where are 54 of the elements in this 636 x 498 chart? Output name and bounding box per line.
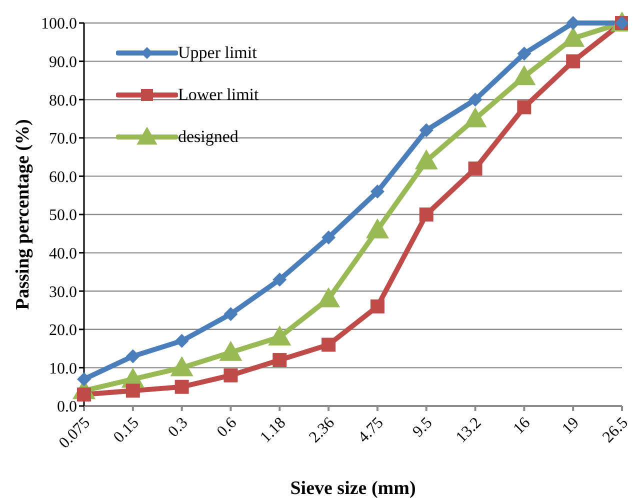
point (126, 349, 140, 364)
x-tick-label: 0.15 (110, 414, 142, 446)
legend-label: Lower limit (178, 85, 259, 105)
x-tick-label: 0.3 (165, 414, 192, 441)
y-tick-label: 0.0 (57, 398, 77, 416)
point (464, 107, 487, 128)
y-tick-label: 10.0 (49, 360, 77, 378)
y-tick-label: 90.0 (49, 54, 77, 71)
legend-label: Upper limit (178, 43, 257, 63)
point (517, 46, 532, 61)
x-tick-label: 19 (559, 414, 583, 438)
point (272, 272, 287, 287)
point (566, 54, 580, 68)
point (272, 353, 287, 368)
x-tick-label: 4.75 (355, 414, 387, 446)
legend-label: designed (178, 127, 238, 147)
point (224, 307, 238, 322)
y-tick-label: 70.0 (49, 130, 77, 148)
point (419, 208, 434, 222)
point (174, 334, 189, 348)
point (414, 149, 438, 170)
point (366, 218, 389, 238)
x-tick-label: 26.5 (600, 414, 632, 446)
point (517, 100, 532, 114)
point (370, 184, 384, 199)
point (268, 326, 292, 346)
x-tick-label: 13.2 (452, 414, 485, 446)
x-axis-title: Sieve size (mm) (290, 478, 416, 498)
y-tick-label: 80.0 (49, 92, 77, 110)
point (512, 65, 536, 86)
point (468, 92, 482, 107)
point (77, 372, 91, 386)
y-tick-label: 30.0 (49, 284, 77, 301)
point (370, 299, 384, 314)
y-tick-label: 60.0 (49, 168, 77, 186)
point (224, 368, 238, 382)
y-tick-label: 100.0 (41, 16, 77, 33)
y-axis-title: Passing percentage (%) (12, 119, 34, 310)
x-tick-label: 0.6 (214, 414, 240, 441)
point (419, 123, 434, 138)
x-tick-label: 2.36 (306, 414, 338, 446)
y-tick-label: 20.0 (49, 322, 77, 340)
point (322, 338, 336, 352)
point (322, 230, 336, 244)
point (170, 356, 194, 376)
x-tick-label: 9.5 (410, 414, 436, 441)
y-tick-label: 40.0 (49, 245, 77, 262)
point (219, 340, 242, 361)
point (126, 384, 140, 398)
x-tick-label: 16 (510, 414, 534, 438)
point (468, 162, 482, 176)
y-tick-label: 50.0 (49, 207, 77, 224)
point (174, 380, 189, 394)
x-tick-label: 1.18 (257, 414, 290, 446)
